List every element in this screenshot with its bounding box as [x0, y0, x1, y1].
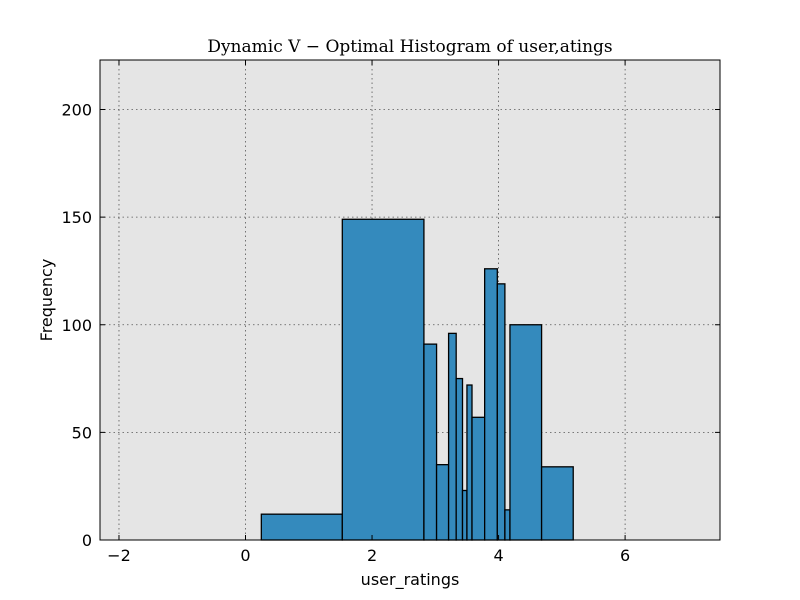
y-axis-label: Frequency: [37, 259, 56, 342]
chart-title: Dynamic V − Optimal Histogram of user,at…: [207, 37, 612, 57]
y-tick-label: 0: [82, 531, 92, 550]
bars: [260, 218, 574, 541]
histogram-bar: [540, 466, 574, 541]
histogram-bar: [260, 513, 343, 541]
histogram-bar: [471, 416, 486, 541]
histogram-bar: [435, 464, 450, 541]
x-tick-label: 2: [367, 546, 377, 565]
histogram-bar: [504, 509, 511, 541]
histogram-bar: [484, 268, 498, 541]
plot-frame: [99, 59, 721, 541]
y-tick-label: 100: [61, 316, 92, 335]
x-tick-label: 6: [620, 546, 630, 565]
y-tick-label: 200: [61, 101, 92, 120]
histogram-bar: [447, 332, 457, 541]
x-axis-label: user_ratings: [361, 570, 460, 590]
y-tick-label: 50: [72, 423, 92, 442]
x-tick-label: −2: [107, 546, 131, 565]
histogram-bar: [423, 343, 438, 541]
histogram-bar: [341, 218, 425, 541]
y-tick-label: 150: [61, 208, 92, 227]
histogram-bar: [455, 377, 464, 541]
x-tick-label: 4: [493, 546, 503, 565]
histogram-bar: [509, 324, 543, 541]
histogram-bar: [461, 489, 468, 541]
ticks: −2 0 2 4 6 0 50 100 150 200: [61, 60, 720, 565]
histogram-bar: [466, 384, 473, 541]
x-tick-label: 0: [240, 546, 250, 565]
histogram-bar: [496, 283, 506, 541]
